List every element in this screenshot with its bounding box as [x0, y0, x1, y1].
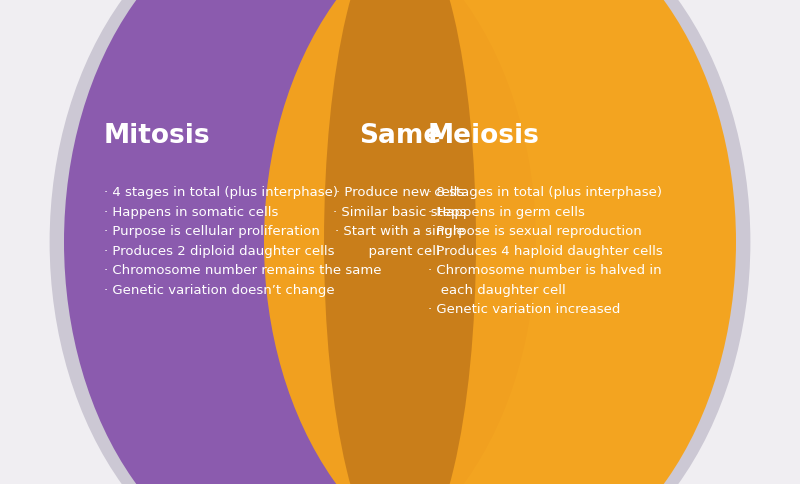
- Ellipse shape: [324, 0, 476, 484]
- Text: · 4 stages in total (plus interphase)
· Happens in somatic cells
· Purpose is ce: · 4 stages in total (plus interphase) · …: [104, 186, 382, 297]
- Ellipse shape: [50, 0, 550, 484]
- Text: · Produce new cells
· Similar basic steps
· Start with a single
  parent cell: · Produce new cells · Similar basic step…: [334, 186, 466, 258]
- Ellipse shape: [264, 0, 736, 484]
- Text: Mitosis: Mitosis: [104, 122, 210, 149]
- Text: Same: Same: [359, 122, 441, 149]
- Text: · 8 stages in total (plus interphase)
· Happens in germ cells
· Purpose is sexua: · 8 stages in total (plus interphase) · …: [428, 186, 662, 317]
- Text: Meiosis: Meiosis: [428, 122, 540, 149]
- Ellipse shape: [250, 0, 750, 484]
- Ellipse shape: [64, 0, 536, 484]
